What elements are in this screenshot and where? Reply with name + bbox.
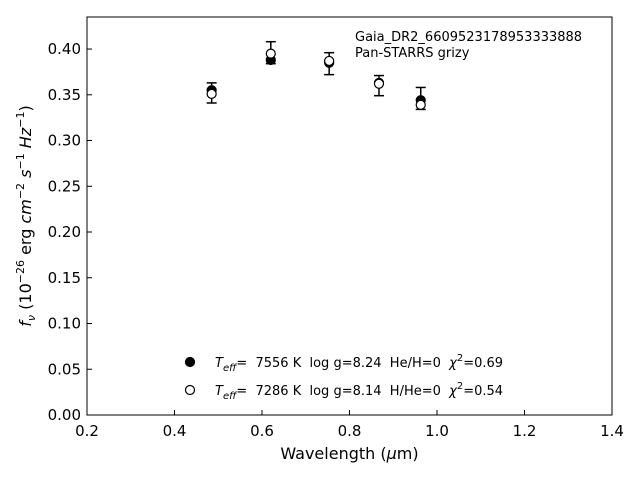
y-tick-label: 0.35 [48,86,81,104]
x-tick-label: 0.4 [163,422,187,440]
point-model-h [373,78,385,89]
x-tick-label: 1.0 [425,422,449,440]
point-model-h [206,88,217,99]
y-tick-label: 0.10 [48,315,81,333]
legend-label: Teff= 7286 K log g=8.14 H/He=0 χ2=0.54 [215,381,503,402]
x-tick-label: 0.8 [338,422,362,440]
point-model-h [265,48,276,59]
x-axis: 0.2 0.4 0.6 0.8 1.0 1.2 1.4 [75,410,624,440]
y-tick-label: 0.05 [48,360,81,378]
photometry-annotation: Pan-STARRS grizy [355,46,470,61]
legend-entry: Teff= 7286 K log g=8.14 H/He=0 χ2=0.54 [184,381,503,402]
x-tick-label: 1.2 [513,422,537,440]
x-tick-label: 0.6 [250,422,274,440]
y-axis-label-text: fν (10−26 erg cm−2 s−1 Hz−1) [14,105,38,326]
legend-marker [184,356,196,368]
x-axis-label-text: Wavelength ( [280,444,386,463]
legend: Teff= 7556 K log g=8.24 He/H=0 χ2=0.69 Te… [184,353,503,402]
x-axis-label: Wavelength (μm) [280,444,418,463]
model-points [206,48,426,110]
y-axis-label: fν (10−26 erg cm−2 s−1 Hz−1) [14,105,38,326]
legend-entry: Teff= 7556 K log g=8.24 He/H=0 χ2=0.69 [184,353,503,374]
star-id-annotation: Gaia_DR2_6609523178953333888 [355,30,582,45]
y-tick-label: 0.20 [48,223,81,241]
legend-marker [184,384,196,396]
y-tick-label: 0.30 [48,132,81,150]
point-model-h [324,55,335,67]
legend-label: Teff= 7556 K log g=8.24 He/H=0 χ2=0.69 [215,353,503,374]
point-model-h [415,99,426,110]
x-tick-label: 0.2 [75,422,99,440]
y-tick-label: 0.40 [48,40,81,58]
y-axis: 0.00 0.05 0.10 0.15 0.20 0.25 0.30 0.35 0.40 [48,40,92,424]
y-tick-label: 0.15 [48,269,81,287]
x-axis-label-mu: μ [386,444,397,463]
x-axis-label-unit: m) [397,444,419,463]
y-tick-label: 0.25 [48,177,81,195]
y-tick-label: 0.00 [48,406,81,424]
x-tick-label: 1.4 [600,422,624,440]
